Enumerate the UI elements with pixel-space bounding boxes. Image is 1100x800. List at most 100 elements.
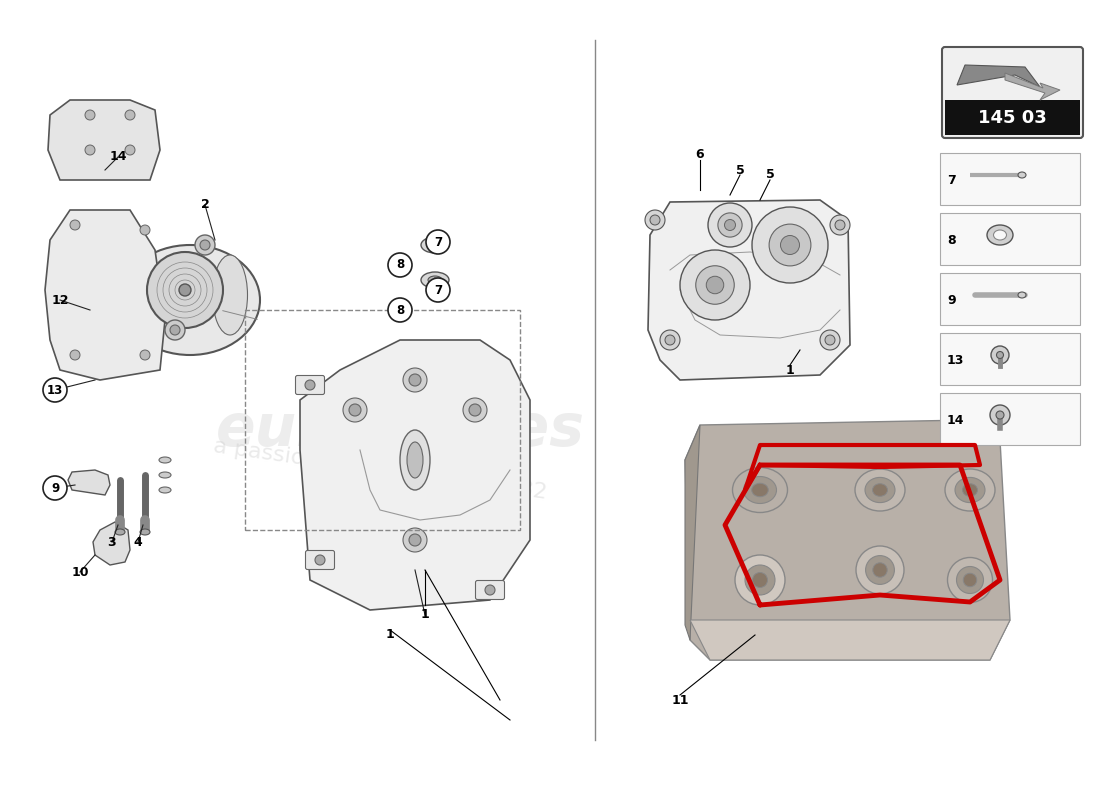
Circle shape bbox=[403, 528, 427, 552]
FancyBboxPatch shape bbox=[475, 581, 505, 599]
Text: 1: 1 bbox=[386, 629, 395, 642]
FancyBboxPatch shape bbox=[306, 550, 334, 570]
Text: 7: 7 bbox=[433, 283, 442, 297]
Ellipse shape bbox=[990, 405, 1010, 425]
Circle shape bbox=[752, 207, 828, 283]
Ellipse shape bbox=[856, 546, 904, 594]
Circle shape bbox=[125, 110, 135, 120]
Ellipse shape bbox=[428, 276, 442, 284]
Ellipse shape bbox=[116, 529, 125, 535]
Circle shape bbox=[70, 350, 80, 360]
Ellipse shape bbox=[394, 262, 406, 268]
Ellipse shape bbox=[957, 566, 983, 594]
Polygon shape bbox=[48, 100, 160, 180]
Ellipse shape bbox=[872, 484, 888, 496]
Circle shape bbox=[485, 585, 495, 595]
Ellipse shape bbox=[733, 467, 788, 513]
Ellipse shape bbox=[945, 469, 996, 511]
Ellipse shape bbox=[996, 411, 1004, 419]
Text: 3: 3 bbox=[108, 535, 117, 549]
Polygon shape bbox=[685, 420, 1010, 660]
Ellipse shape bbox=[140, 529, 150, 535]
Text: 145 03: 145 03 bbox=[978, 109, 1047, 127]
Text: a passion for parts since 1982: a passion for parts since 1982 bbox=[212, 437, 548, 503]
Circle shape bbox=[315, 555, 324, 565]
Ellipse shape bbox=[991, 346, 1009, 364]
Text: 7: 7 bbox=[947, 174, 956, 186]
Ellipse shape bbox=[997, 351, 1003, 358]
Circle shape bbox=[835, 220, 845, 230]
Text: 2: 2 bbox=[200, 198, 209, 211]
Text: 8: 8 bbox=[396, 303, 404, 317]
Text: 11: 11 bbox=[671, 694, 689, 706]
Circle shape bbox=[666, 335, 675, 345]
Bar bbox=[940, 213, 1080, 265]
Ellipse shape bbox=[400, 430, 430, 490]
Ellipse shape bbox=[751, 483, 768, 497]
Circle shape bbox=[825, 335, 835, 345]
Circle shape bbox=[70, 220, 80, 230]
Ellipse shape bbox=[212, 255, 248, 335]
Bar bbox=[245, 310, 520, 530]
Ellipse shape bbox=[160, 487, 170, 493]
Bar bbox=[940, 393, 1080, 445]
Ellipse shape bbox=[745, 565, 776, 595]
Circle shape bbox=[463, 398, 487, 422]
Circle shape bbox=[200, 240, 210, 250]
Circle shape bbox=[660, 330, 680, 350]
Ellipse shape bbox=[993, 230, 1007, 240]
Circle shape bbox=[179, 284, 191, 296]
Ellipse shape bbox=[855, 469, 905, 511]
Polygon shape bbox=[648, 200, 850, 380]
Text: 13: 13 bbox=[47, 383, 63, 397]
Polygon shape bbox=[68, 470, 110, 495]
Circle shape bbox=[426, 278, 450, 302]
Text: 9: 9 bbox=[947, 294, 956, 306]
Circle shape bbox=[830, 215, 850, 235]
Circle shape bbox=[725, 219, 736, 230]
Circle shape bbox=[349, 404, 361, 416]
Text: 5: 5 bbox=[736, 163, 745, 177]
Polygon shape bbox=[1005, 73, 1060, 100]
Ellipse shape bbox=[744, 477, 777, 503]
FancyBboxPatch shape bbox=[942, 47, 1084, 138]
Text: 9: 9 bbox=[51, 482, 59, 494]
Ellipse shape bbox=[752, 573, 768, 587]
Circle shape bbox=[781, 235, 800, 254]
Circle shape bbox=[165, 320, 185, 340]
Text: 14: 14 bbox=[109, 150, 126, 163]
Circle shape bbox=[125, 145, 135, 155]
Circle shape bbox=[85, 110, 95, 120]
Bar bbox=[945, 100, 1080, 135]
Text: 6: 6 bbox=[695, 149, 704, 162]
Circle shape bbox=[43, 476, 67, 500]
Circle shape bbox=[140, 350, 150, 360]
Ellipse shape bbox=[866, 555, 894, 584]
Text: 1: 1 bbox=[420, 609, 429, 622]
Circle shape bbox=[147, 252, 223, 328]
Circle shape bbox=[820, 330, 840, 350]
Polygon shape bbox=[685, 425, 700, 640]
Circle shape bbox=[140, 225, 150, 235]
Polygon shape bbox=[45, 210, 165, 380]
Ellipse shape bbox=[389, 259, 411, 271]
Text: 5: 5 bbox=[766, 169, 774, 182]
Circle shape bbox=[170, 325, 180, 335]
Circle shape bbox=[680, 250, 750, 320]
FancyBboxPatch shape bbox=[296, 375, 324, 394]
Polygon shape bbox=[690, 620, 1010, 660]
Circle shape bbox=[426, 230, 450, 254]
Ellipse shape bbox=[160, 472, 170, 478]
Text: 8: 8 bbox=[947, 234, 956, 246]
Ellipse shape bbox=[987, 225, 1013, 245]
Ellipse shape bbox=[394, 307, 406, 313]
Ellipse shape bbox=[407, 442, 424, 478]
Ellipse shape bbox=[865, 478, 895, 502]
Ellipse shape bbox=[955, 478, 984, 502]
Text: 10: 10 bbox=[72, 566, 89, 578]
Circle shape bbox=[343, 398, 367, 422]
Circle shape bbox=[769, 224, 811, 266]
Circle shape bbox=[195, 235, 214, 255]
Circle shape bbox=[708, 203, 752, 247]
Text: 1: 1 bbox=[785, 363, 794, 377]
